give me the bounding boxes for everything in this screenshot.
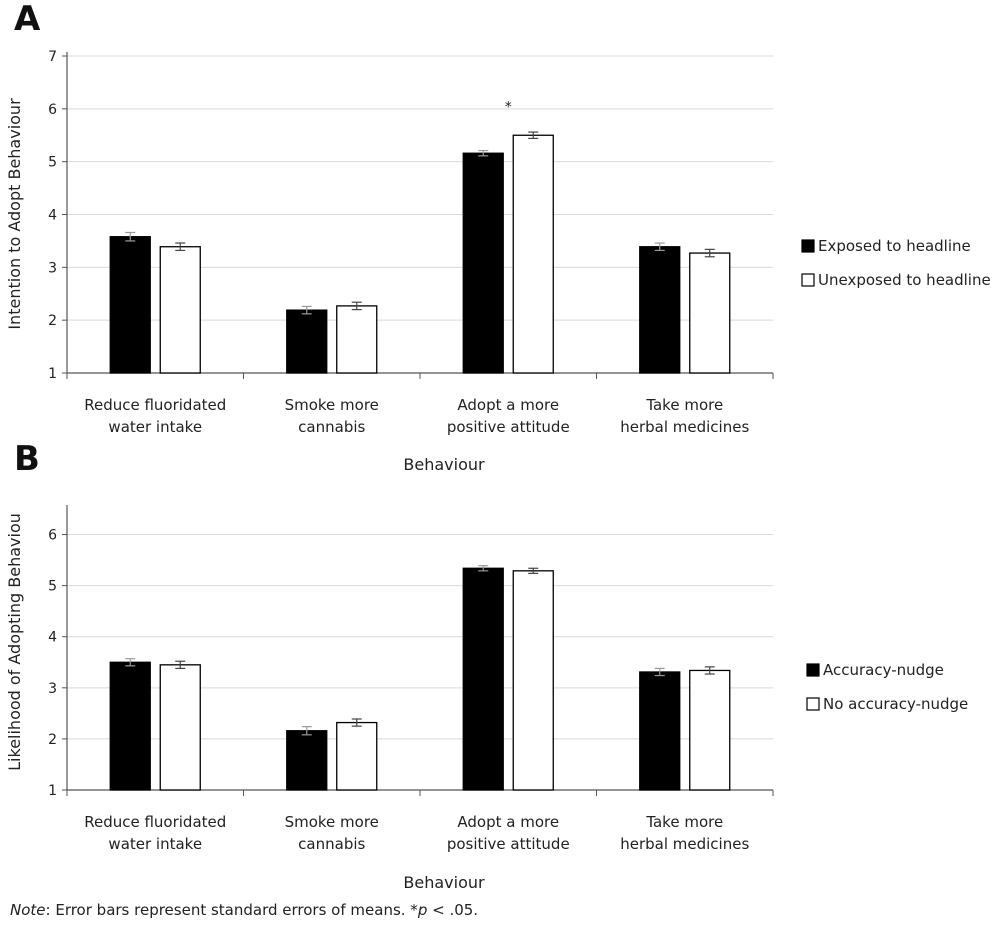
bar (286, 730, 328, 791)
chart-panel-a: A 1 2 3 4 5 6 7 Reduce fluoridated water intake Sm… (5, 0, 991, 474)
legend-swatch (806, 663, 820, 677)
bar (689, 669, 731, 791)
panel-letter: A (14, 0, 41, 39)
bar (159, 664, 201, 791)
bar (336, 305, 378, 374)
y-tick-label: 6 (48, 528, 57, 544)
bar (286, 309, 328, 374)
legend-label: Accuracy-nudge (823, 661, 944, 679)
x-category-label: Smoke more (285, 813, 379, 831)
bar (462, 152, 504, 374)
x-category-label: Smoke more (285, 396, 379, 414)
x-category-label: cannabis (298, 418, 365, 436)
bar (109, 661, 151, 791)
x-axis-title: Behaviour (403, 873, 485, 892)
bar (512, 570, 554, 791)
y-tick-label: 1 (48, 783, 57, 799)
y-tick-label: 5 (48, 579, 57, 595)
legend-label: Unexposed to headline (818, 271, 991, 289)
note-tail: < .05. (427, 901, 479, 919)
significance-marker: * (505, 99, 512, 115)
x-category-label: positive attitude (447, 835, 570, 853)
bar (336, 721, 378, 791)
x-axis-title: Behaviour (403, 455, 485, 474)
y-tick-label: 2 (48, 313, 57, 329)
x-category-label: herbal medicines (620, 418, 749, 436)
y-tick-label: 7 (48, 49, 57, 65)
x-category-label: cannabis (298, 835, 365, 853)
legend-swatch (801, 273, 815, 287)
y-tick-label: 2 (48, 732, 57, 748)
y-axis-title: Likelihood of Adopting Behaviou (5, 513, 24, 771)
panel-letter: B (14, 439, 40, 479)
legend-swatch (806, 697, 820, 711)
bar (639, 671, 681, 791)
bar (109, 236, 151, 374)
y-tick-label: 5 (48, 155, 57, 171)
y-tick-label: 3 (48, 681, 57, 697)
x-category-label: Adopt a more (457, 813, 559, 831)
figure-note: Note: Error bars represent standard erro… (10, 901, 478, 919)
x-category-label: Take more (645, 813, 723, 831)
x-category-label: Reduce fluoridated (84, 396, 226, 414)
x-category-label: Adopt a more (457, 396, 559, 414)
figure-canvas: A 1 2 3 4 5 6 7 Reduce fluoridated water intake Sm… (5, 0, 991, 892)
y-tick-label: 4 (48, 208, 57, 224)
chart-panel-b: B 1 2 3 4 5 6 Reduce fluoridated water intake Smo… (5, 439, 968, 892)
bar (639, 246, 681, 374)
y-tick-label: 4 (48, 630, 57, 646)
y-tick-label: 3 (48, 260, 57, 276)
note-text: : Error bars represent standard errors o… (45, 901, 418, 919)
y-axis-title: Intention to Adopt Behaviour (5, 98, 24, 330)
x-category-label: Take more (645, 396, 723, 414)
bar (159, 246, 201, 374)
y-tick-label: 6 (48, 102, 57, 118)
note-lead: Note (10, 901, 46, 919)
x-category-label: Reduce fluoridated (84, 813, 226, 831)
x-category-label: water intake (108, 418, 202, 436)
bar (512, 134, 554, 374)
y-tick-label: 1 (48, 366, 57, 382)
x-category-label: water intake (108, 835, 202, 853)
x-category-label: herbal medicines (620, 835, 749, 853)
x-category-label: positive attitude (447, 418, 570, 436)
legend-swatch (801, 239, 815, 253)
bar (689, 252, 731, 374)
bar (462, 567, 504, 791)
legend-label: No accuracy-nudge (823, 695, 968, 713)
legend-label: Exposed to headline (818, 237, 971, 255)
note-p: p (417, 901, 428, 919)
